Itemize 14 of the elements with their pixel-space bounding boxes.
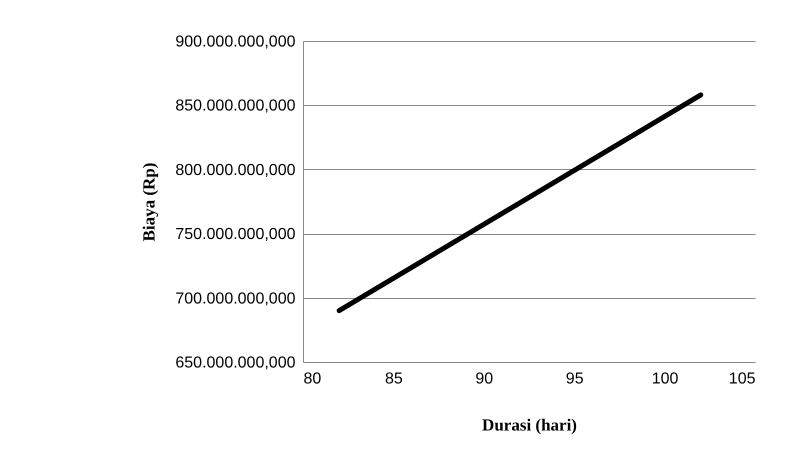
x-tick-label: 80 xyxy=(304,370,322,388)
y-tick-label: 900.000.000,000 xyxy=(175,34,296,50)
x-tick-label: 105 xyxy=(728,370,756,388)
x-tick-label: 100 xyxy=(652,370,679,388)
y-tick-label: 800.000.000,000 xyxy=(175,162,296,179)
y-tick-label: 700.000.000,000 xyxy=(175,290,296,308)
x-tick-label: 95 xyxy=(566,370,584,388)
x-tick-label: 85 xyxy=(385,370,403,388)
y-tick-label: 750.000.000,000 xyxy=(175,226,296,244)
y-tick-label: 850.000.000,000 xyxy=(175,98,296,115)
x-axis-title: Durasi (hari) xyxy=(482,416,577,434)
x-tick-label: 90 xyxy=(475,370,494,388)
y-tick-label: 650.000.000,000 xyxy=(175,354,296,372)
y-axis-title: Biaya (Rp) xyxy=(140,162,158,242)
